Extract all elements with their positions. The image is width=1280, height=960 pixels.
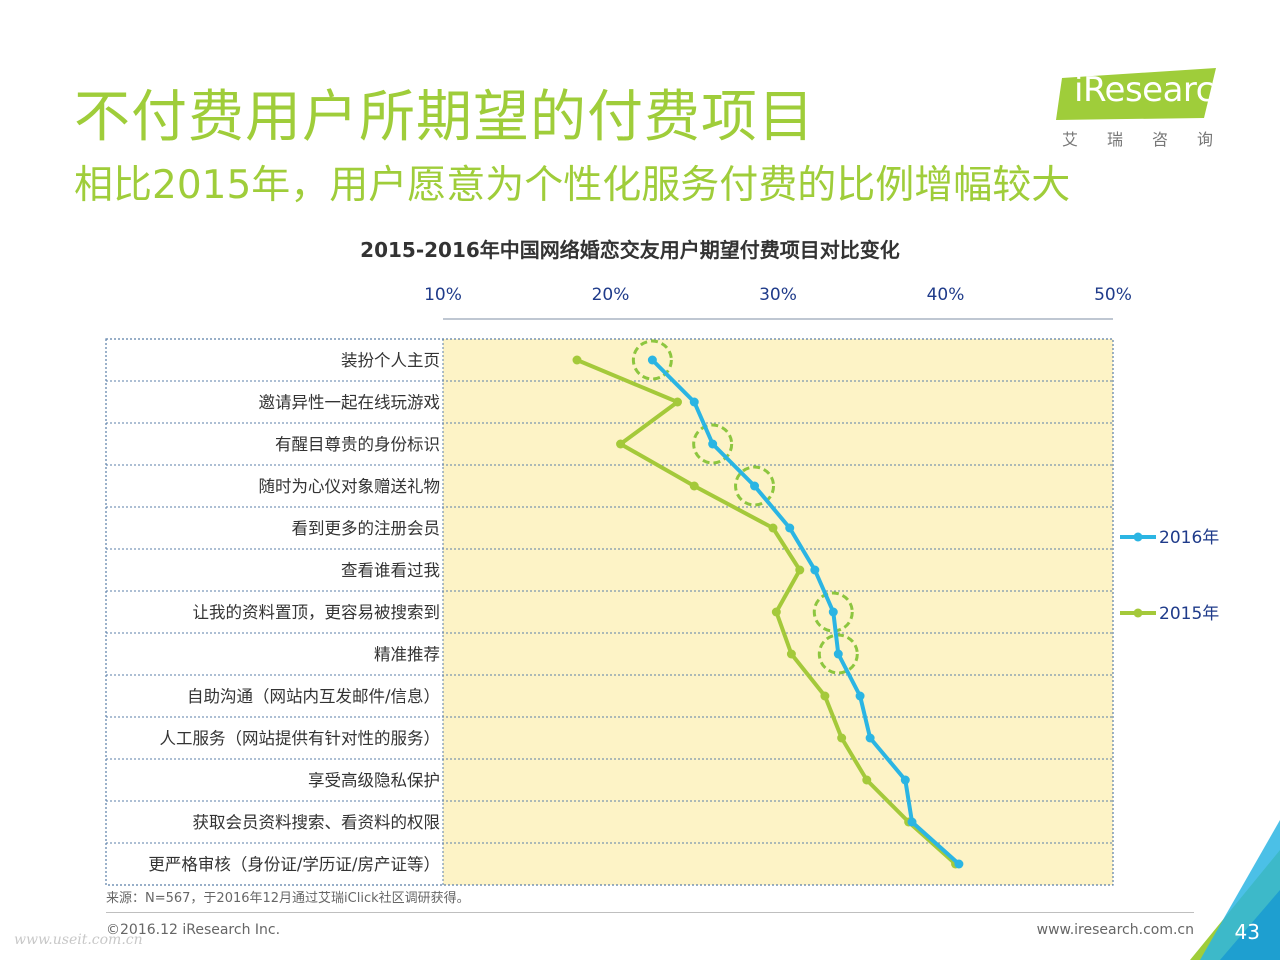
highlight-circle <box>692 423 734 465</box>
category-label: 看到更多的注册会员 <box>292 519 441 538</box>
data-point <box>828 607 838 617</box>
copyright-text: ©2016.12 iResearch Inc. <box>106 922 281 938</box>
iresearch-logo: iResearch 艾瑞咨询 <box>1056 68 1243 150</box>
data-point <box>837 733 847 743</box>
chart-title: 2015-2016年中国网络婚恋交友用户期望付费项目对比变化 <box>360 238 900 262</box>
x-tick-label: 40% <box>927 285 965 305</box>
legend-label: 2015年 <box>1159 604 1219 624</box>
legend-marker <box>1133 608 1143 618</box>
page-number: 43 <box>1234 920 1260 944</box>
category-label: 查看谁看过我 <box>341 561 440 580</box>
category-label: 享受高级隐私保护 <box>308 771 440 790</box>
page-subtitle: 相比2015年，用户愿意为个性化服务付费的比例增幅较大 <box>74 163 1071 208</box>
table-border <box>105 338 1114 886</box>
data-point <box>689 481 699 491</box>
data-point <box>820 691 830 701</box>
data-point <box>673 397 682 407</box>
line-chart: 10% 20% 30% 40% 50% 装扮个人主页邀请异性一起在线玩游戏有醒目尊贵的身份… <box>105 285 1219 886</box>
data-point <box>616 439 626 449</box>
data-point <box>750 481 760 491</box>
category-label: 更严格审核（身份证/学历证/房产证等） <box>148 855 440 874</box>
data-point <box>708 439 718 449</box>
data-point <box>795 565 805 575</box>
x-tick-label: 20% <box>592 285 630 305</box>
source-footnote: 来源：N=567，于2016年12月通过艾瑞iClick社区调研获得。 <box>106 891 470 906</box>
category-label: 人工服务（网站提供有针对性的服务） <box>160 729 441 748</box>
logo-text: iResearch <box>1074 70 1235 110</box>
data-point <box>833 649 843 659</box>
category-label: 获取会员资料搜索、看资料的权限 <box>193 813 441 832</box>
data-point <box>689 397 699 407</box>
data-point <box>810 565 820 575</box>
data-point <box>785 523 795 533</box>
data-point <box>907 817 917 827</box>
data-point <box>865 733 875 743</box>
data-point <box>855 691 865 701</box>
footer-divider <box>106 912 1194 913</box>
logo-badge-icon <box>1056 68 1216 120</box>
data-point <box>786 649 796 659</box>
highlight-circle <box>631 339 673 381</box>
website-link[interactable]: www.iresearch.com.cn <box>1036 922 1194 938</box>
data-point <box>572 355 582 365</box>
category-label: 邀请异性一起在线玩游戏 <box>259 393 441 412</box>
watermark-text: www.useit.com.cn <box>14 932 143 948</box>
legend-marker <box>1133 532 1143 542</box>
data-point <box>900 775 910 785</box>
category-label: 随时为心仪对象赠送礼物 <box>259 477 441 496</box>
x-tick-label: 50% <box>1094 285 1132 305</box>
data-point <box>768 523 778 533</box>
category-label: 让我的资料置顶，更容易被搜索到 <box>193 603 441 622</box>
highlight-circle <box>812 591 854 633</box>
x-tick-label: 10% <box>424 285 462 305</box>
data-point <box>954 859 964 869</box>
legend-label: 2016年 <box>1159 528 1219 548</box>
data-point <box>771 607 781 617</box>
data-point <box>862 775 872 785</box>
page-title: 不付费用户所期望的付费项目 <box>74 85 815 150</box>
category-label: 装扮个人主页 <box>341 351 440 370</box>
highlight-circle <box>817 633 859 675</box>
data-point <box>647 355 657 365</box>
logo-subtitle: 艾瑞咨询 <box>1062 130 1243 149</box>
category-label: 自助沟通（网站内互发邮件/信息） <box>187 687 440 706</box>
x-tick-label: 30% <box>759 285 797 305</box>
corner-decoration-icon <box>1190 820 1280 960</box>
category-label: 精准推荐 <box>374 645 440 664</box>
highlight-circle <box>734 465 776 507</box>
category-label: 有醒目尊贵的身份标识 <box>275 435 440 454</box>
